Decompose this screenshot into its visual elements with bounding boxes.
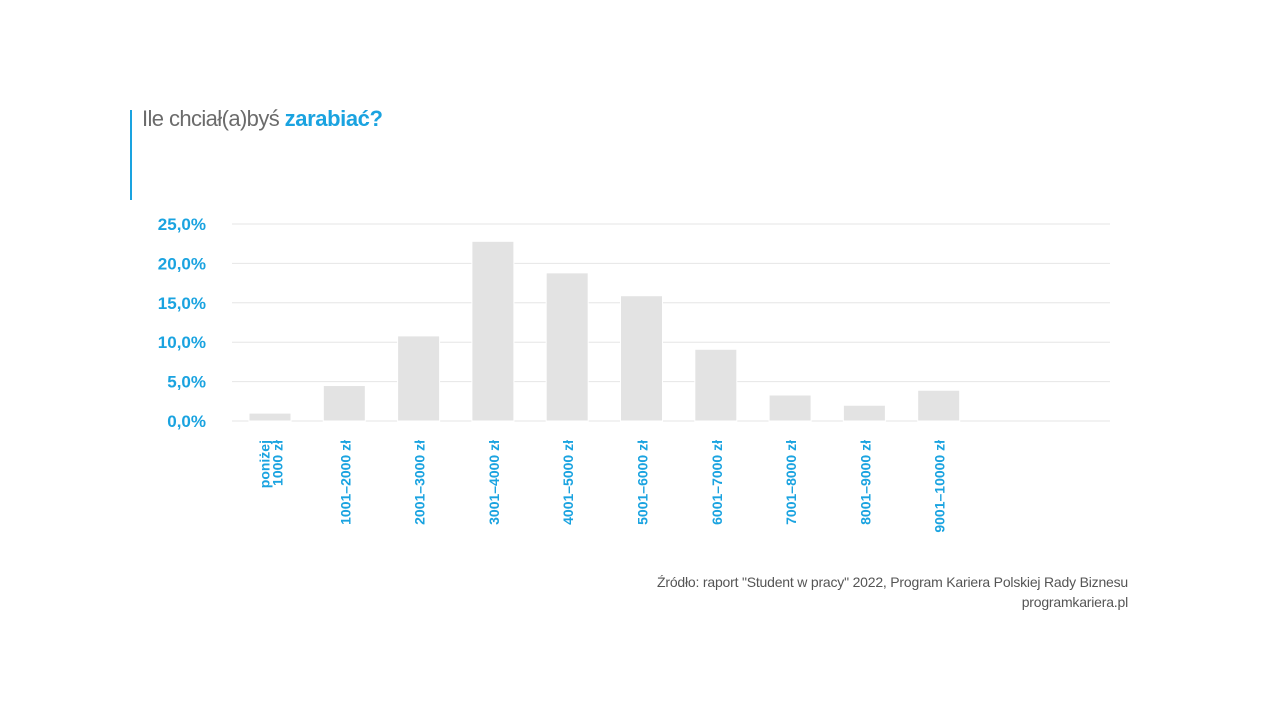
page-title: Ile chciał(a)byś zarabiać? bbox=[142, 106, 383, 132]
bar bbox=[620, 295, 663, 422]
bar bbox=[248, 412, 292, 422]
x-tick-label: 9001–10000 zł bbox=[932, 440, 948, 533]
x-tick-label: 3001–4000 zł bbox=[486, 440, 502, 525]
source-line-2: programkariera.pl bbox=[1021, 594, 1129, 610]
y-tick-label: 0,0% bbox=[167, 412, 206, 431]
title-highlight: zarabiać? bbox=[284, 106, 383, 131]
title-accent-line bbox=[130, 110, 132, 200]
x-tick-label: 5001–6000 zł bbox=[635, 440, 651, 525]
bar bbox=[322, 385, 366, 422]
x-tick-label: 4001–5000 zł bbox=[560, 440, 576, 525]
y-tick-label: 5,0% bbox=[167, 373, 206, 392]
title-regular: Ile chciał(a)byś bbox=[142, 106, 285, 131]
x-tick-label: 6001–7000 zł bbox=[709, 440, 725, 525]
source-line-1: Źródło: raport "Student w pracy" 2022, P… bbox=[657, 574, 1128, 590]
y-tick-label: 25,0% bbox=[158, 215, 206, 234]
bar bbox=[471, 240, 515, 422]
x-tick-label: poniżej bbox=[257, 440, 273, 488]
bar bbox=[545, 272, 589, 422]
bar bbox=[842, 404, 886, 422]
x-tick-label: 8001–9000 zł bbox=[857, 440, 873, 525]
bar bbox=[768, 394, 812, 422]
y-tick-label: 20,0% bbox=[158, 254, 206, 273]
source-note: Źródło: raport "Student w pracy" 2022, P… bbox=[657, 572, 1128, 612]
x-tick-label: 1000 zł bbox=[270, 440, 286, 486]
bar bbox=[397, 335, 441, 422]
bar bbox=[917, 389, 961, 422]
x-tick-label: 7001–8000 zł bbox=[783, 440, 799, 525]
bar bbox=[694, 348, 738, 422]
x-tick-label: 2001–3000 zł bbox=[412, 440, 428, 525]
y-tick-label: 15,0% bbox=[158, 294, 206, 313]
y-tick-label: 10,0% bbox=[158, 333, 206, 352]
x-tick-label: 1001–2000 zł bbox=[337, 440, 353, 525]
